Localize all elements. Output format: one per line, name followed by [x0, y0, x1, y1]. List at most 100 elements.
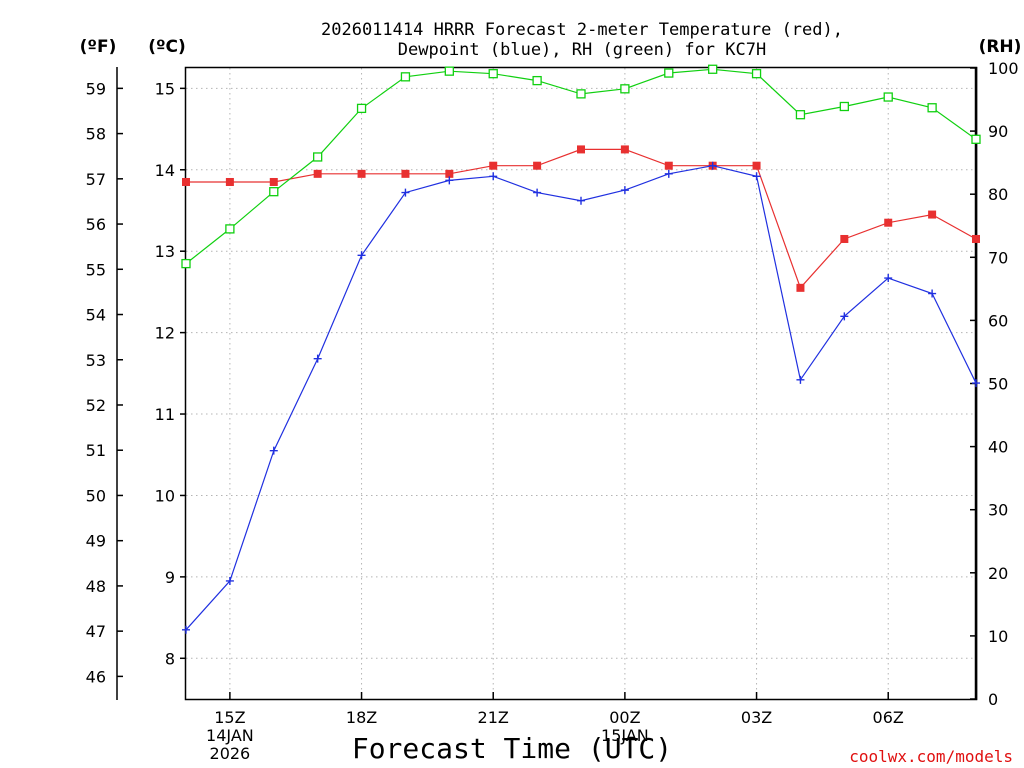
dewpoint-line: [185, 165, 977, 631]
temperature-point: [489, 161, 498, 170]
time-tick-label: 14JAN: [206, 726, 254, 745]
rh-point: [356, 103, 367, 114]
celsius-axis: 8 9 10 11 12 13 14 15: [155, 79, 186, 668]
temperature-point: [796, 283, 805, 292]
rh-point: [664, 68, 674, 78]
fahrenheit-tick-label: 53: [86, 351, 106, 370]
rh-axis: 0 10 20 30 40 50 60 70 80 90 100: [970, 59, 1019, 709]
fahrenheit-tick-label: 46: [86, 667, 106, 686]
rh-tick-label: 40: [988, 438, 1008, 457]
rh-point: [225, 224, 235, 234]
celsius-tick-label: 10: [155, 486, 175, 505]
temperature-point: [884, 218, 893, 227]
celsius-tick-label: 11: [155, 405, 175, 424]
dewpoint-point: [884, 274, 893, 283]
time-tick-label: 21Z: [478, 708, 509, 727]
temperature-point: [225, 177, 234, 186]
temperature-point: [840, 234, 849, 243]
rh-tick-label: 80: [988, 185, 1008, 204]
temperature-point: [269, 177, 278, 186]
rh-tick-label: 60: [988, 311, 1008, 330]
rh-point: [532, 75, 542, 86]
rh-point: [400, 72, 411, 82]
dewpoint-point: [313, 354, 322, 363]
celsius-tick-label: 14: [155, 161, 175, 180]
dewpoint-point: [269, 446, 278, 455]
rh-tick-label: 0: [988, 690, 998, 709]
time-tick-label: 15JAN: [601, 726, 649, 745]
dewpoint-point: [357, 251, 366, 260]
rh-point: [313, 152, 323, 162]
celsius-tick-label: 8: [165, 649, 175, 668]
time-tick-label: 03Z: [741, 708, 772, 727]
temperature-point: [533, 161, 542, 170]
fahrenheit-tick-label: 58: [86, 125, 106, 144]
dewpoint-point: [620, 186, 629, 195]
x-axis-title: Forecast Time (UTC): [352, 732, 672, 765]
rh-series: [181, 64, 981, 269]
dewpoint-point: [708, 161, 717, 170]
temperature-point: [401, 169, 410, 178]
dewpoint-point: [489, 172, 498, 181]
rh-point: [620, 84, 630, 94]
temperature-point: [620, 145, 629, 154]
rh-point: [181, 258, 191, 269]
dewpoint-point: [796, 375, 805, 384]
fahrenheit-tick-label: 59: [86, 79, 106, 98]
fahrenheit-tick-label: 48: [86, 577, 106, 596]
rh-unit-label: (RH): [979, 37, 1022, 57]
temperature-point: [972, 234, 980, 243]
time-tick-label: 00Z: [609, 708, 640, 727]
rh-tick-label: 100: [988, 59, 1019, 78]
celsius-tick-label: 13: [155, 242, 175, 261]
dewpoint-point: [445, 176, 454, 185]
fahrenheit-axis: 46 47 48 49 50 51 52 53 54 55 56 57 58 59: [86, 79, 123, 686]
celsius-unit-label: (ºC): [148, 37, 186, 57]
dewpoint-point: [533, 188, 542, 197]
dewpoint-point: [840, 312, 849, 321]
dewpoint-point: [664, 169, 673, 178]
rh-point: [269, 187, 279, 197]
rh-tick-label: 50: [988, 375, 1008, 394]
temperature-point: [577, 145, 585, 154]
rh-point: [795, 110, 806, 120]
chart-subtitle: Dewpoint (blue), RH (green) for KC7H: [398, 40, 766, 60]
chart-title: 2026011414 HRRR Forecast 2-meter Tempera…: [321, 20, 843, 40]
temperature-point: [182, 177, 190, 186]
fahrenheit-tick-label: 49: [86, 532, 106, 551]
temperature-point: [752, 161, 761, 170]
fahrenheit-tick-label: 56: [86, 215, 106, 234]
time-tick-label: 18Z: [346, 708, 377, 727]
credit-text: coolwx.com/models: [849, 747, 1013, 766]
fahrenheit-tick-label: 54: [86, 306, 106, 325]
dewpoint-point: [577, 196, 585, 205]
rh-point: [576, 89, 586, 99]
temperature-point: [313, 169, 322, 178]
dewpoint-point: [225, 576, 234, 585]
time-tick-label: 06Z: [873, 708, 904, 727]
temperature-point: [445, 169, 454, 178]
rh-point: [927, 103, 937, 113]
fahrenheit-tick-label: 51: [86, 441, 106, 460]
data-series: [181, 64, 981, 634]
gridlines: [186, 68, 976, 699]
rh-point: [444, 66, 454, 76]
rh-point: [751, 69, 762, 79]
dewpoint-point: [752, 172, 761, 181]
rh-point: [839, 101, 849, 112]
fahrenheit-tick-label: 50: [86, 486, 106, 505]
celsius-tick-label: 12: [155, 324, 175, 343]
temperature-point: [928, 210, 937, 219]
fahrenheit-tick-label: 52: [86, 396, 106, 415]
fahrenheit-tick-label: 47: [86, 622, 106, 641]
plot-frame: [184, 66, 978, 701]
dewpoint-point: [972, 379, 980, 388]
fahrenheit-unit-label: (ºF): [80, 37, 117, 57]
rh-tick-label: 30: [988, 501, 1008, 520]
time-tick-label: 2026: [210, 744, 251, 763]
temperature-series: [182, 145, 980, 292]
rh-tick-label: 90: [988, 122, 1008, 141]
dewpoint-point: [182, 625, 190, 634]
fahrenheit-tick-label: 55: [86, 260, 106, 279]
